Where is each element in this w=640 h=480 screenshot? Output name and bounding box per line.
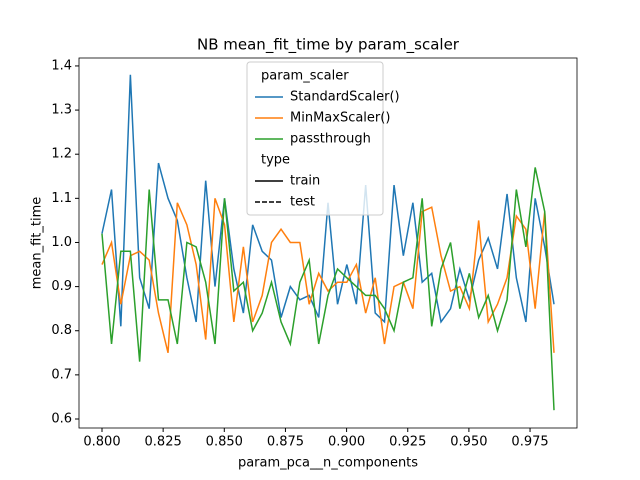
x-tick-label: 0.800 (83, 435, 120, 450)
legend-label: train (290, 174, 320, 189)
y-tick-label: 1.4 (51, 58, 72, 73)
plot-frame (78, 57, 578, 429)
x-tick-label: 0.950 (450, 435, 487, 450)
y-tick-label: 0.7 (51, 367, 72, 382)
x-tick-label: 0.875 (267, 435, 304, 450)
legend-label: MinMaxScaler() (290, 111, 390, 126)
y-tick-label: 1.1 (51, 191, 72, 206)
legend-label: test (290, 195, 315, 210)
y-tick-label: 0.8 (51, 323, 72, 338)
legend-label: StandardScaler() (290, 90, 400, 105)
y-tick-label: 0.9 (51, 279, 72, 294)
y-tick-label: 1.0 (51, 235, 72, 250)
series-line (101, 198, 555, 353)
legend-box (246, 61, 384, 216)
x-tick-label: 0.925 (389, 435, 426, 450)
y-tick-label: 0.6 (51, 411, 72, 426)
x-tick-label: 0.900 (328, 435, 365, 450)
y-axis-label: mean_fit_time (30, 197, 45, 290)
x-tick-label: 0.975 (511, 435, 548, 450)
x-tick-label: 0.825 (145, 435, 182, 450)
y-tick-label: 1.3 (51, 103, 72, 118)
x-axis-label: param_pca__n_components (238, 456, 418, 471)
x-tick-label: 0.850 (206, 435, 243, 450)
series-line (101, 167, 555, 411)
chart-title: NB mean_fit_time by param_scaler (197, 36, 460, 55)
legend-label: passthrough (290, 132, 371, 147)
y-tick-label: 1.2 (51, 147, 72, 162)
legend-subtitle: type (261, 153, 290, 168)
legend-title: param_scaler (261, 69, 349, 84)
